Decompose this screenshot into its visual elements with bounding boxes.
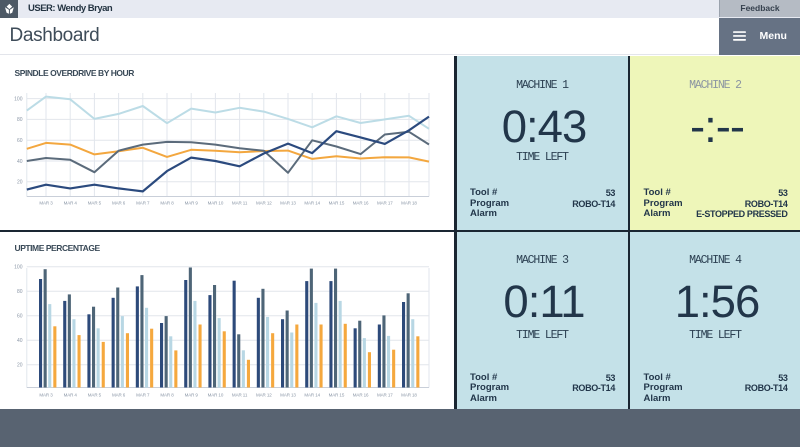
svg-text:MAR 16: MAR 16 (353, 201, 369, 206)
svg-text:60: 60 (17, 138, 23, 144)
svg-text:MAR 8: MAR 8 (160, 393, 174, 398)
svg-text:MAR 5: MAR 5 (88, 393, 102, 398)
svg-text:MAR 13: MAR 13 (280, 201, 296, 206)
svg-text:MAR 16: MAR 16 (353, 393, 369, 398)
svg-text:MAR 5: MAR 5 (88, 201, 102, 206)
svg-text:20: 20 (17, 363, 23, 369)
svg-text:60: 60 (17, 314, 23, 320)
svg-text:MAR 11: MAR 11 (232, 393, 248, 398)
svg-text:MAR 10: MAR 10 (208, 393, 224, 398)
svg-text:MAR 4: MAR 4 (64, 393, 78, 398)
svg-text:MAR 17: MAR 17 (377, 201, 393, 206)
svg-text:MAR 9: MAR 9 (185, 201, 199, 206)
svg-text:MAR 3: MAR 3 (39, 393, 53, 398)
svg-text:80: 80 (17, 289, 23, 295)
svg-text:MAR 18: MAR 18 (401, 393, 417, 398)
svg-text:MAR 15: MAR 15 (329, 393, 345, 398)
svg-text:MAR 3: MAR 3 (39, 201, 53, 206)
svg-text:MAR 12: MAR 12 (256, 393, 272, 398)
svg-text:MAR 14: MAR 14 (304, 201, 320, 206)
svg-text:MAR 14: MAR 14 (304, 393, 320, 398)
svg-text:UPTIME PERCENTAGE: UPTIME PERCENTAGE (15, 243, 101, 253)
svg-text:MAR 6: MAR 6 (112, 393, 126, 398)
svg-text:100: 100 (14, 265, 23, 271)
svg-text:MAR 13: MAR 13 (280, 393, 296, 398)
svg-text:MAR 8: MAR 8 (160, 201, 174, 206)
svg-text:MAR 15: MAR 15 (329, 201, 345, 206)
svg-text:20: 20 (17, 180, 23, 186)
svg-text:80: 80 (17, 117, 23, 123)
svg-text:MAR 17: MAR 17 (377, 393, 393, 398)
svg-text:MAR 7: MAR 7 (136, 393, 150, 398)
svg-text:MAR 7: MAR 7 (136, 201, 150, 206)
svg-text:MAR 9: MAR 9 (185, 393, 199, 398)
svg-text:MAR 18: MAR 18 (401, 201, 417, 206)
svg-text:MAR 10: MAR 10 (208, 201, 224, 206)
svg-text:MAR 11: MAR 11 (232, 201, 248, 206)
svg-text:40: 40 (17, 159, 23, 165)
svg-text:100: 100 (14, 96, 23, 102)
svg-text:MAR 4: MAR 4 (64, 201, 78, 206)
svg-text:SPINDLE OVERDRIVE BY HOUR: SPINDLE OVERDRIVE BY HOUR (15, 68, 135, 78)
svg-text:MAR 6: MAR 6 (112, 201, 126, 206)
svg-text:40: 40 (17, 338, 23, 344)
svg-text:MAR 12: MAR 12 (256, 201, 272, 206)
